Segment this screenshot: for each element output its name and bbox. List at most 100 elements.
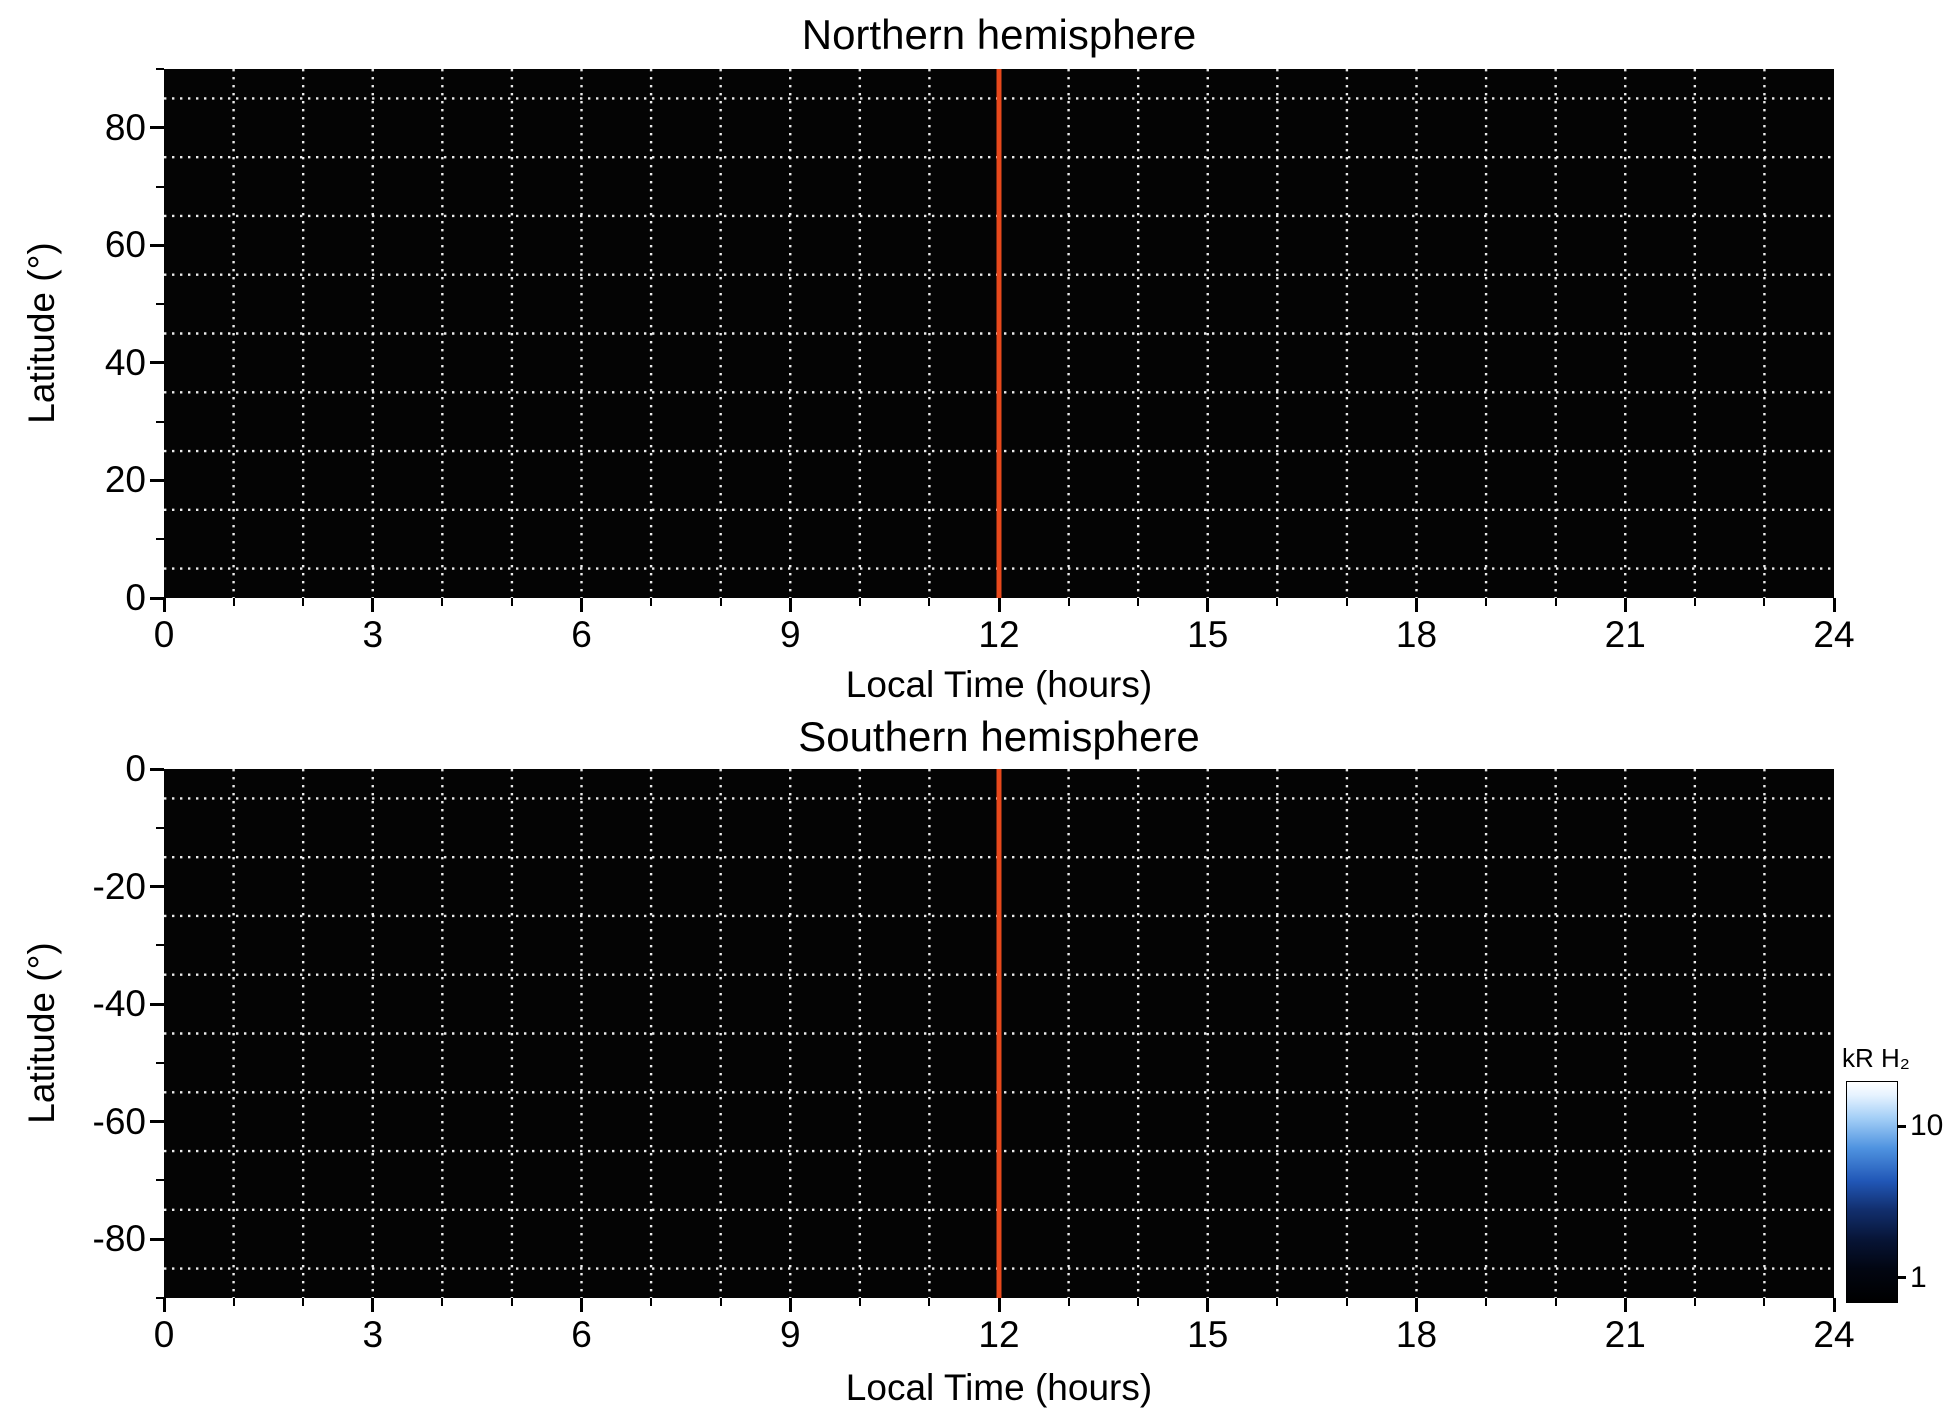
x-minor-tick bbox=[928, 1298, 931, 1306]
x-tick-label: 24 bbox=[1813, 1314, 1855, 1355]
plot-area-northern bbox=[164, 69, 1834, 598]
colorbar bbox=[1846, 1081, 1898, 1303]
x-tick-label: 12 bbox=[978, 1314, 1020, 1355]
y-tick-label: 40 bbox=[104, 341, 146, 383]
x-tick-label: 15 bbox=[1187, 614, 1229, 655]
y-major-tick bbox=[150, 1237, 164, 1241]
title-northern-hemisphere: Northern hemisphere bbox=[801, 11, 1197, 58]
x-minor-tick bbox=[510, 598, 513, 606]
x-major-tick bbox=[1206, 598, 1210, 612]
y-tick-label: 80 bbox=[104, 106, 146, 148]
x-minor-tick bbox=[1554, 598, 1557, 606]
x-tick-label: 3 bbox=[362, 1314, 384, 1355]
y-tick-label: 60 bbox=[104, 224, 146, 266]
x-minor-tick bbox=[1554, 1298, 1557, 1306]
y-tick-label: -80 bbox=[92, 1218, 146, 1260]
x-major-tick bbox=[580, 598, 583, 612]
x-minor-tick bbox=[1485, 1298, 1488, 1306]
x-tick-label: 0 bbox=[153, 614, 175, 655]
x-major-tick bbox=[1832, 598, 1836, 612]
x-minor-tick bbox=[232, 1298, 235, 1306]
y-minor-tick bbox=[156, 185, 164, 188]
x-major-tick bbox=[371, 598, 375, 612]
y-minor-tick bbox=[156, 944, 164, 947]
x-tick-label: 6 bbox=[571, 1314, 592, 1355]
x-minor-tick bbox=[510, 1298, 513, 1306]
x-tick-label: 21 bbox=[1604, 1314, 1646, 1355]
x-minor-tick bbox=[1693, 598, 1696, 606]
x-minor-tick bbox=[441, 1298, 444, 1306]
y-minor-tick bbox=[156, 1061, 164, 1064]
x-major-tick bbox=[1623, 598, 1627, 612]
x-minor-tick bbox=[1276, 1298, 1279, 1306]
colorbar-tick-label: 1 bbox=[1910, 1260, 1927, 1294]
x-minor-tick bbox=[302, 1298, 305, 1306]
x-axis-label-southern: Local Time (hours) bbox=[845, 1367, 1153, 1408]
x-major-tick bbox=[580, 1298, 583, 1312]
y-major-tick bbox=[150, 1002, 164, 1006]
y-minor-tick bbox=[156, 303, 164, 306]
x-tick-label: 0 bbox=[153, 1314, 175, 1355]
x-minor-tick bbox=[719, 1298, 722, 1306]
x-minor-tick bbox=[650, 598, 653, 606]
x-minor-tick bbox=[719, 598, 722, 606]
x-tick-label: 18 bbox=[1395, 614, 1438, 655]
x-minor-tick bbox=[858, 1298, 861, 1306]
y-minor-tick bbox=[156, 1179, 164, 1182]
x-major-tick bbox=[997, 598, 1001, 612]
y-major-tick bbox=[150, 767, 164, 771]
x-tick-label: 12 bbox=[978, 614, 1020, 655]
colorbar-label: kR H₂ bbox=[1842, 1043, 1910, 1073]
grid-southern bbox=[164, 769, 1834, 1298]
x-major-tick bbox=[1832, 1298, 1836, 1312]
x-major-tick bbox=[997, 1298, 1001, 1312]
x-minor-tick bbox=[1763, 1298, 1766, 1306]
x-tick-label: 15 bbox=[1187, 1314, 1229, 1355]
grid-northern bbox=[164, 69, 1834, 598]
y-major-tick bbox=[150, 1120, 164, 1124]
x-major-tick bbox=[1415, 598, 1418, 612]
x-major-tick bbox=[371, 1298, 375, 1312]
x-major-tick bbox=[1623, 1298, 1627, 1312]
y-tick-label: -60 bbox=[92, 1100, 146, 1142]
y-major-tick bbox=[150, 126, 164, 130]
x-minor-tick bbox=[1485, 598, 1488, 606]
x-major-tick bbox=[788, 1298, 792, 1312]
x-axis-label-northern: Local Time (hours) bbox=[845, 664, 1153, 705]
colorbar-tick bbox=[1898, 1124, 1906, 1128]
x-minor-tick bbox=[650, 1298, 653, 1306]
x-major-tick bbox=[162, 598, 166, 612]
colorbar-tick bbox=[1898, 1276, 1906, 1280]
x-tick-label: 9 bbox=[779, 614, 801, 655]
x-tick-label: 3 bbox=[362, 614, 384, 655]
colorbar-tick-label: 10 bbox=[1910, 1109, 1944, 1143]
y-minor-tick bbox=[156, 538, 164, 541]
x-minor-tick bbox=[302, 598, 305, 606]
x-minor-tick bbox=[1345, 1298, 1348, 1306]
x-minor-tick bbox=[1067, 1298, 1070, 1306]
y-tick-label: 0 bbox=[125, 748, 146, 789]
y-axis-label-northern: Latitude (°) bbox=[21, 242, 62, 424]
x-minor-tick bbox=[441, 598, 444, 606]
y-tick-label: 20 bbox=[104, 459, 146, 501]
plot-area-southern bbox=[164, 769, 1834, 1298]
x-tick-label: 6 bbox=[571, 614, 592, 655]
y-minor-tick bbox=[156, 826, 164, 829]
x-minor-tick bbox=[1137, 1298, 1140, 1306]
x-major-tick bbox=[1415, 1298, 1418, 1312]
y-minor-tick bbox=[156, 1297, 164, 1299]
y-tick-label: -20 bbox=[92, 865, 146, 907]
x-major-tick bbox=[1206, 1298, 1210, 1312]
y-major-tick bbox=[150, 596, 164, 600]
x-tick-label: 24 bbox=[1813, 614, 1855, 655]
x-minor-tick bbox=[232, 598, 235, 606]
x-minor-tick bbox=[1693, 1298, 1696, 1306]
y-major-tick bbox=[150, 885, 164, 889]
x-minor-tick bbox=[1763, 598, 1766, 606]
x-minor-tick bbox=[1067, 598, 1070, 606]
x-major-tick bbox=[162, 1298, 166, 1312]
x-tick-label: 21 bbox=[1604, 614, 1646, 655]
x-minor-tick bbox=[1276, 598, 1279, 606]
y-major-tick bbox=[150, 478, 164, 482]
